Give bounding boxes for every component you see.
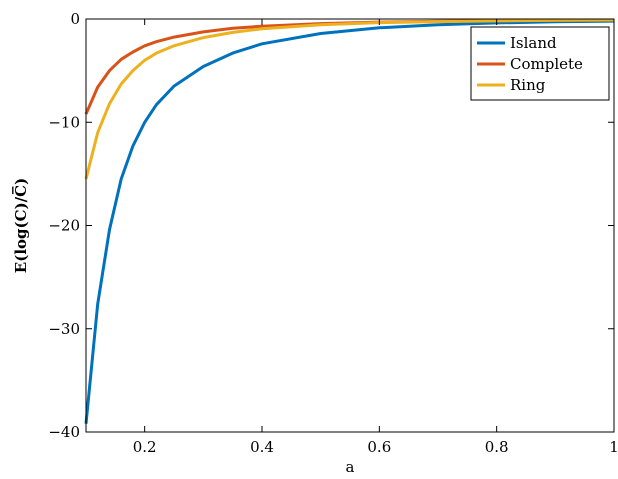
y-tick-label: −40 [48, 423, 80, 441]
x-axis-ticks: 0.2 0.4 0.6 0.8 1 [133, 19, 618, 456]
legend-label-complete: Complete [510, 55, 583, 73]
x-axis-label: a [346, 458, 355, 476]
legend: Island Complete Ring [470, 26, 610, 101]
legend-label-ring: Ring [510, 76, 546, 94]
series-lines [84, 18, 615, 424]
x-tick-label: 0.4 [250, 438, 274, 456]
y-tick-label: −10 [48, 113, 80, 131]
x-tick-label: 1 [609, 438, 618, 456]
x-tick-label: 0.6 [367, 438, 391, 456]
y-tick-label: −30 [48, 320, 80, 338]
y-axis-label: E(log(C)/C̅) [11, 178, 30, 273]
x-tick-label: 0.2 [133, 438, 157, 456]
y-tick-label: −20 [48, 217, 80, 235]
legend-label-island: Island [510, 34, 557, 52]
series-line-ring [84, 18, 615, 180]
y-axis-ticks: −40 −30 −20 −10 0 [48, 10, 614, 441]
series-line-island [84, 19, 615, 424]
y-tick-label: 0 [70, 10, 80, 28]
x-tick-label: 0.8 [485, 438, 509, 456]
